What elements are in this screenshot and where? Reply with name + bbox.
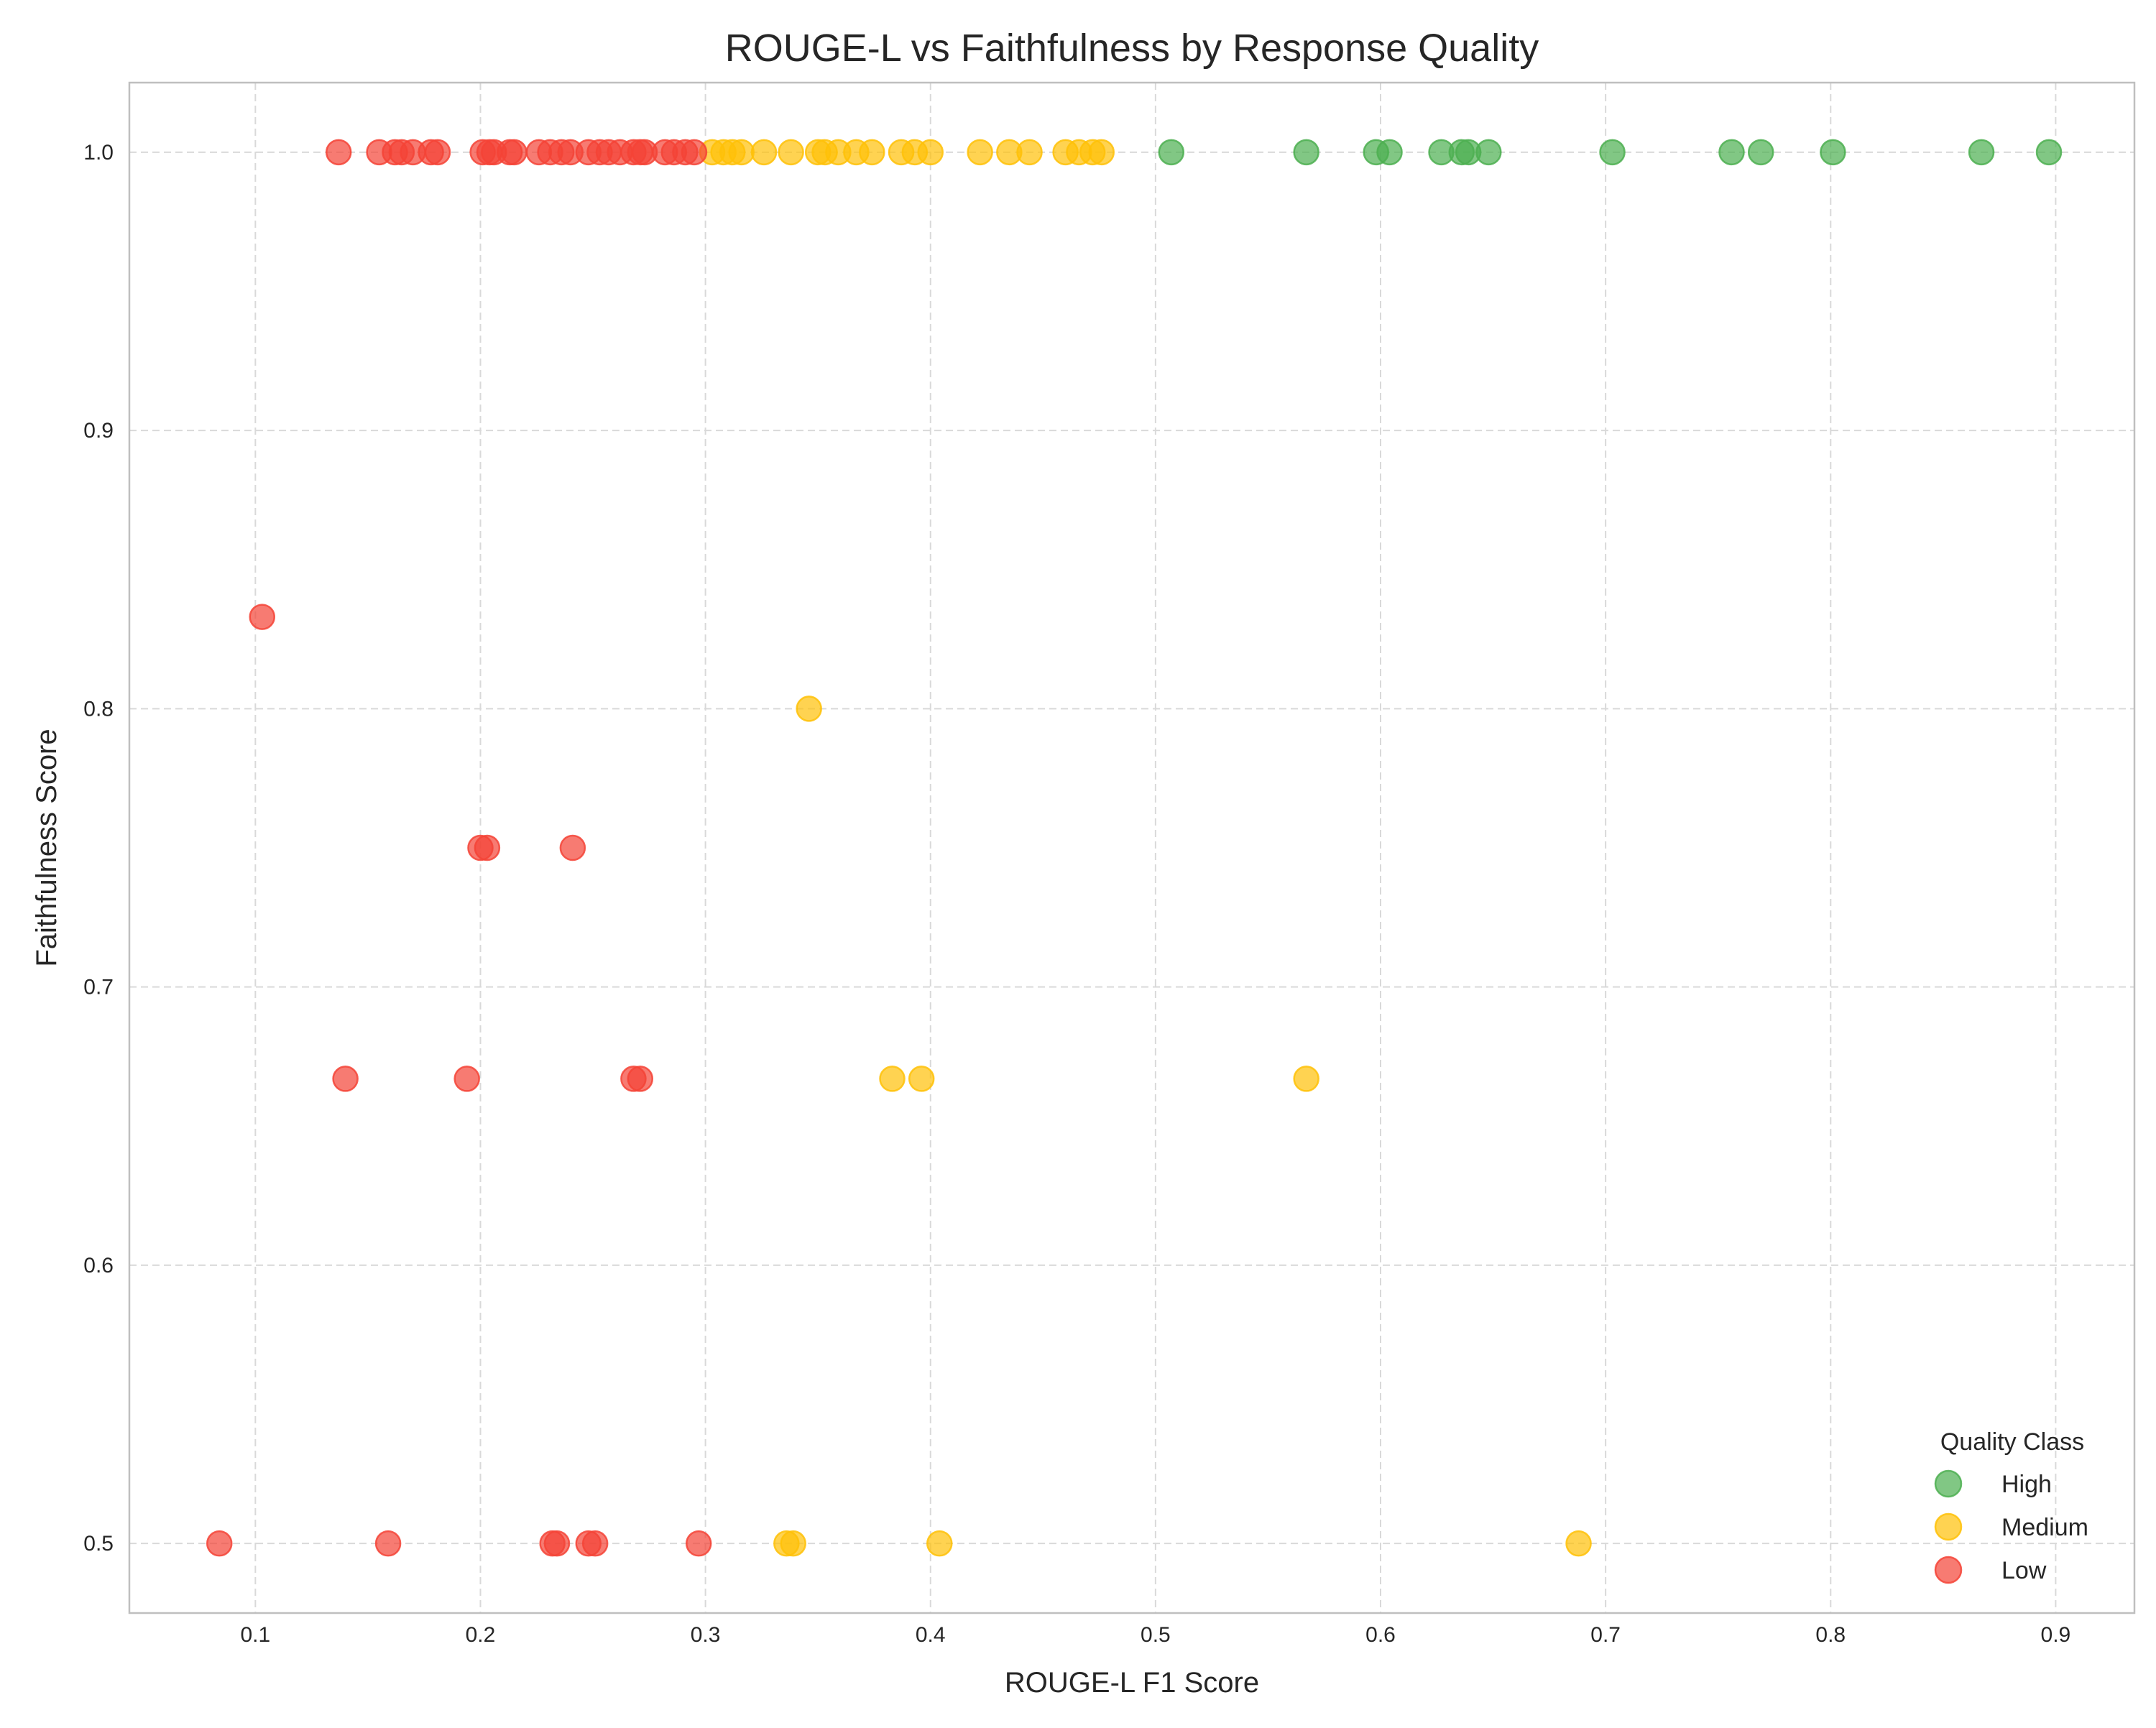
y-tick-label: 0.6 [83, 1254, 114, 1277]
grid-lines [129, 83, 2134, 1613]
data-point [453, 1066, 480, 1092]
data-point [1088, 139, 1115, 166]
legend-label: Medium [2001, 1514, 2088, 1541]
legend-marker [1934, 1556, 1963, 1584]
data-point [424, 139, 451, 166]
data-point [917, 139, 944, 166]
data-point [2035, 139, 2063, 166]
x-tick-label: 0.3 [691, 1623, 721, 1647]
legend-item-low: Low [1934, 1556, 2047, 1584]
data-point [332, 1066, 359, 1092]
data-point [778, 139, 804, 166]
data-point [1820, 139, 1846, 166]
data-point [750, 139, 778, 166]
data-point [1565, 1530, 1592, 1557]
legend-item-high: High [1934, 1469, 2052, 1498]
legend-title: Quality Class [1940, 1428, 2084, 1456]
data-point [967, 139, 993, 166]
x-tick-label: 0.9 [2041, 1623, 2071, 1647]
data-point [1016, 139, 1043, 166]
legend-items: High Medium Low [1934, 1469, 2088, 1584]
plot-frame [128, 81, 2136, 1614]
y-tick-label: 0.7 [83, 976, 114, 999]
data-point [1747, 139, 1774, 166]
series-low [206, 139, 712, 1557]
legend: Quality Class High Medium Low [1934, 1428, 2088, 1584]
x-tick-label: 0.5 [1141, 1623, 1171, 1647]
data-point [1599, 139, 1626, 166]
data-point [325, 139, 352, 166]
data-point [1376, 139, 1403, 166]
tick-labels: 0.1 0.2 0.3 0.4 0.5 0.6 0.7 0.8 0.9 0.5 0.6 0.7 0.8 0… [83, 141, 2070, 1647]
data-point [1475, 139, 1502, 166]
data-point [374, 1530, 402, 1557]
x-axis-label: ROUGE-L F1 Score [1005, 1667, 1259, 1699]
data-point [1968, 139, 1995, 166]
y-tick-label: 1.0 [83, 141, 114, 165]
legend-marker [1934, 1469, 1963, 1498]
data-point [249, 604, 275, 630]
y-tick-label: 0.8 [83, 697, 114, 721]
data-point [879, 1066, 906, 1092]
x-tick-label: 0.2 [466, 1623, 496, 1647]
legend-label: High [2001, 1471, 2052, 1498]
data-point [926, 1530, 953, 1557]
y-tick-label: 0.5 [83, 1532, 114, 1556]
data-point [559, 834, 586, 861]
y-axis-label: Faithfulness Score [31, 729, 63, 966]
data-point [543, 1530, 571, 1557]
data-point [1158, 139, 1185, 166]
data-point [474, 834, 501, 861]
data-point [685, 1530, 712, 1557]
data-point [1718, 139, 1745, 166]
data-point [728, 139, 755, 166]
x-tick-label: 0.7 [1590, 1623, 1621, 1647]
x-tick-label: 0.1 [240, 1623, 270, 1647]
series-medium [699, 139, 1592, 1557]
data-point [859, 139, 885, 166]
x-tick-label: 0.6 [1365, 1623, 1396, 1647]
legend-label: Low [2001, 1557, 2047, 1584]
data-point [581, 1530, 609, 1557]
data-point [501, 139, 528, 166]
data-point [780, 1530, 806, 1557]
data-points [206, 139, 2063, 1557]
data-point [681, 139, 708, 166]
data-point [796, 696, 822, 722]
y-tick-label: 0.9 [83, 419, 114, 443]
data-point [1293, 139, 1319, 166]
series-high [1158, 139, 2063, 166]
legend-item-medium: Medium [1934, 1512, 2088, 1541]
data-point [1293, 1066, 1319, 1092]
data-point [627, 1066, 654, 1092]
x-tick-label: 0.8 [1815, 1623, 1846, 1647]
legend-marker [1934, 1512, 1963, 1541]
x-tick-label: 0.4 [916, 1623, 946, 1647]
data-point [908, 1066, 935, 1092]
chart-title: ROUGE-L vs Faithfulness by Response Qual… [725, 27, 1539, 70]
data-point [206, 1530, 233, 1557]
